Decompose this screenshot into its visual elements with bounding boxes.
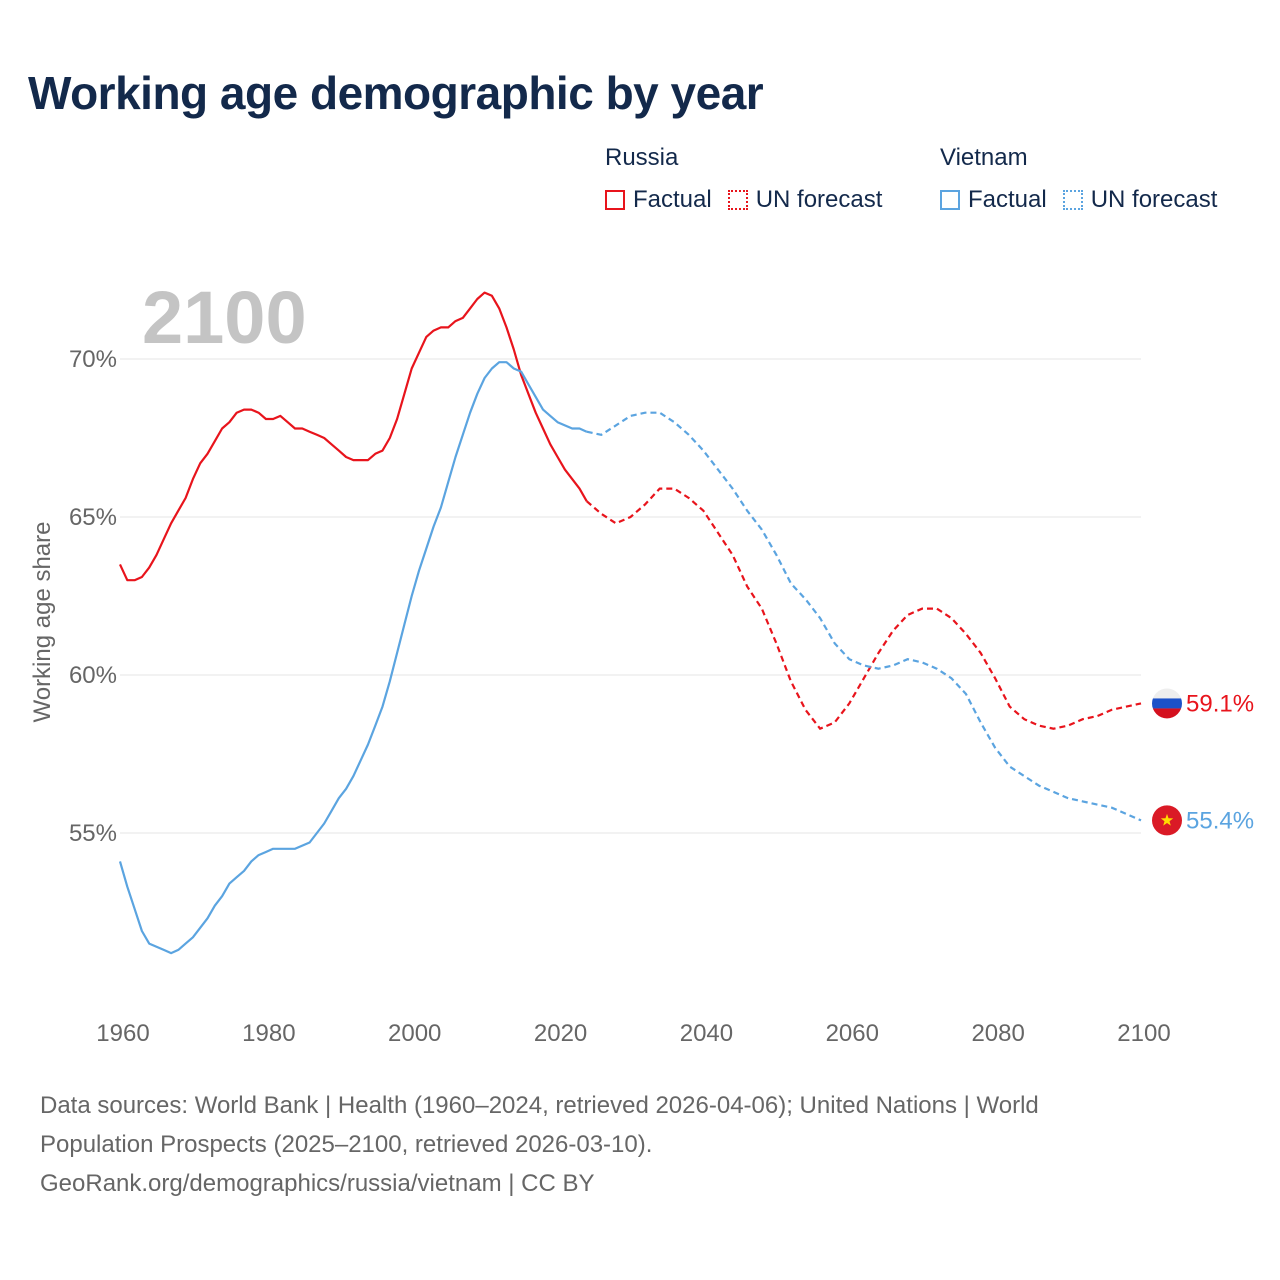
- russia-forecast-line: [585, 487, 1142, 731]
- legend-vietnam: Vietnam Factual UN forecast: [940, 144, 1233, 214]
- y-tick-label: 60%: [69, 662, 117, 689]
- chart-title: Working age demographic by year: [28, 67, 764, 119]
- legend-vietnam-forecast-swatch: [1062, 190, 1083, 210]
- legend-vietnam-factual-label: Factual: [968, 186, 1047, 213]
- footer-attribution: GeoRank.org/demographics/russia/vietnam …: [40, 1170, 595, 1197]
- y-axis-label: Working age share: [29, 522, 56, 723]
- legend-russia-title: Russia: [605, 144, 679, 171]
- legend-vietnam-forecast-label: UN forecast: [1090, 186, 1218, 213]
- x-tick-label: 1980: [242, 1020, 295, 1047]
- y-tick-label: 65%: [69, 504, 117, 531]
- x-tick-label: 1960: [96, 1020, 149, 1047]
- vietnam-flag-icon: [1152, 805, 1182, 836]
- legend-vietnam-forecast[interactable]: UN forecast: [1062, 186, 1218, 214]
- vietnam-forecast-line: [586, 411, 1142, 822]
- legend-vietnam-title: Vietnam: [940, 144, 1028, 171]
- legend-russia-forecast[interactable]: UN forecast: [727, 186, 883, 214]
- russia-factual-line: [119, 291, 588, 582]
- chart-plot: 2100 Working age share 55% 60% 65% 70% 1960 1…: [29, 276, 1254, 1047]
- legend-vietnam-factual-swatch: [940, 190, 960, 210]
- x-tick-label: 2000: [388, 1020, 441, 1047]
- footer-sources-1: Data sources: World Bank | Health (1960–…: [40, 1092, 1039, 1119]
- legend-russia-factual-swatch: [605, 190, 625, 210]
- x-tick-label: 2080: [971, 1020, 1024, 1047]
- x-tick-label: 2100: [1117, 1020, 1170, 1047]
- russia-flag-icon: [1152, 688, 1182, 719]
- y-tick-label: 55%: [69, 820, 117, 847]
- footer: Data sources: World Bank | Health (1960–…: [40, 1086, 1240, 1203]
- x-tick-label: 2020: [534, 1020, 587, 1047]
- x-tick-label: 2060: [826, 1020, 879, 1047]
- y-tick-label: 70%: [69, 346, 117, 373]
- legend-russia-factual-label: Factual: [633, 186, 712, 213]
- legend-russia-forecast-label: UN forecast: [755, 186, 883, 213]
- legend-vietnam-factual[interactable]: Factual: [940, 186, 1047, 214]
- vietnam-end-label: 55.4%: [1186, 807, 1254, 834]
- russia-end-label: 59.1%: [1186, 690, 1254, 717]
- legend-russia-factual[interactable]: Factual: [605, 186, 712, 214]
- x-tick-label: 2040: [680, 1020, 733, 1047]
- footer-sources-2: Population Prospects (2025–2100, retriev…: [40, 1131, 653, 1158]
- legend-russia-forecast-swatch: [727, 190, 748, 210]
- year-label: 2100: [142, 276, 307, 359]
- vietnam-factual-line: [118, 361, 588, 955]
- legend-russia: Russia Factual UN forecast: [605, 144, 898, 214]
